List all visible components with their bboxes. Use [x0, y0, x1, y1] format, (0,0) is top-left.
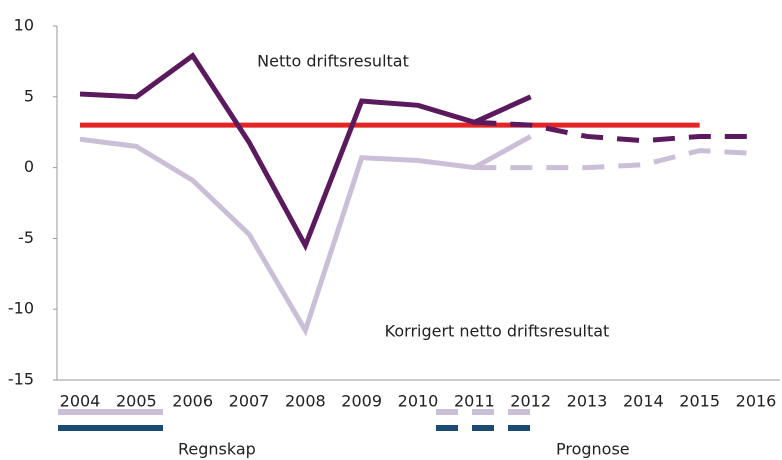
y-tick-label: 10 [14, 16, 34, 35]
legend-label: Regnskap [178, 440, 256, 459]
x-tick-label: 2008 [285, 392, 326, 411]
x-tick-label: 2016 [736, 392, 777, 411]
x-tick-label: 2009 [341, 392, 382, 411]
line-series [79, 52, 532, 252]
x-tick-label: 2011 [454, 392, 495, 411]
y-tick-label: 0 [24, 157, 34, 176]
x-tick-label: 2015 [679, 392, 720, 411]
x-tick-label: 2004 [60, 392, 101, 411]
y-tick-label: -15 [8, 370, 34, 389]
y-tick-label: -10 [8, 299, 34, 318]
y-tick-label: -5 [18, 228, 34, 247]
x-tick-label: 2010 [398, 392, 439, 411]
y-tick-label: 5 [24, 86, 34, 105]
x-tick-label: 2014 [623, 392, 664, 411]
line-series [79, 134, 532, 337]
annotation: Korrigert netto driftsresultat [385, 322, 610, 341]
legend-label: Prognose [556, 440, 630, 459]
x-tick-label: 2005 [116, 392, 157, 411]
x-tick-label: 2013 [567, 392, 608, 411]
line-series [474, 148, 757, 171]
annotation: Netto driftsresultat [257, 52, 409, 71]
x-tick-label: 2012 [510, 392, 551, 411]
x-tick-label: 2006 [172, 392, 213, 411]
line-series [474, 119, 756, 144]
x-tick-label: 2007 [229, 392, 270, 411]
